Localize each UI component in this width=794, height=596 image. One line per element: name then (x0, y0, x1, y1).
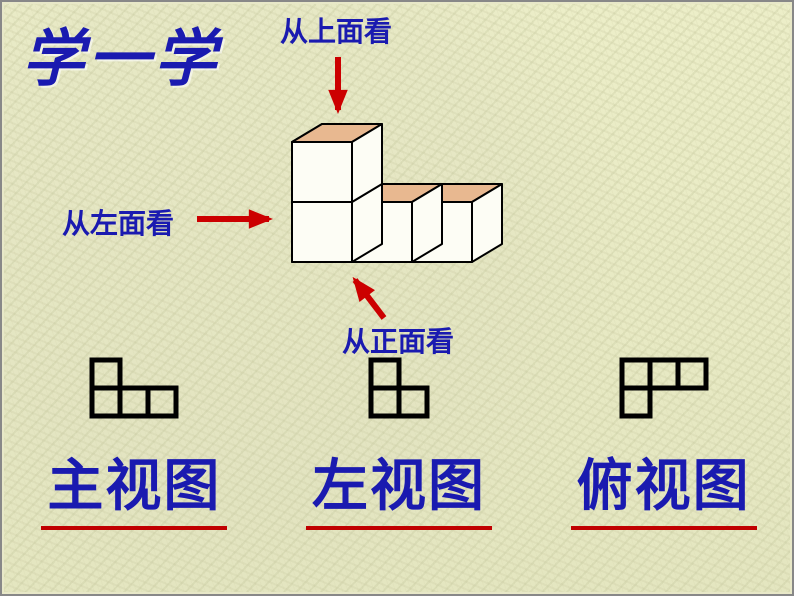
view-grid-left (368, 357, 430, 419)
view-label-top: 俯视图 (573, 441, 755, 522)
view-left: 左视图 (308, 357, 490, 522)
view-grid-top (619, 357, 709, 419)
view-front: 主视图 (43, 357, 225, 522)
view-label-front: 主视图 (43, 441, 225, 522)
view-grid-front (89, 357, 179, 419)
isometric-diagram (2, 2, 794, 362)
orthographic-views-row: 主视图 左视图 俯视图 (2, 357, 794, 522)
view-top: 俯视图 (573, 357, 755, 522)
view-label-left: 左视图 (308, 441, 490, 522)
